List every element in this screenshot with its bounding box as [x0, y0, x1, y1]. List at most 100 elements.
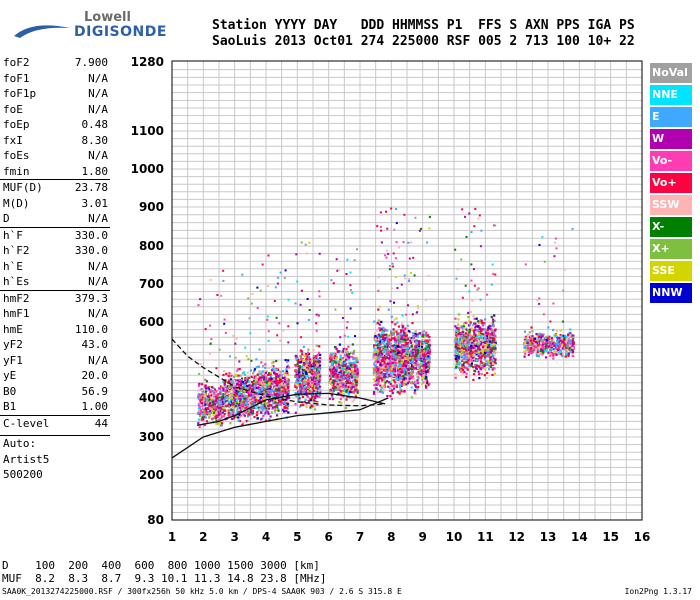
echo-point [405, 349, 408, 352]
echo-point [235, 396, 238, 399]
echo-point [409, 361, 412, 364]
echo-point [341, 369, 344, 373]
echo-point [254, 384, 257, 387]
echo-point [302, 359, 305, 362]
echo-point [310, 404, 313, 407]
echo-point [298, 366, 301, 369]
echo-point [197, 396, 200, 399]
echo-point [411, 338, 414, 341]
echo-point [405, 351, 408, 354]
echo-point [465, 372, 468, 375]
echo-point [384, 369, 387, 372]
echo-point [410, 373, 413, 376]
echo-point [419, 357, 423, 360]
echo-point [387, 366, 390, 369]
echo-point [278, 403, 281, 406]
echo-point [342, 380, 345, 383]
echo-point [267, 412, 270, 415]
echo-point [224, 390, 227, 393]
echo-point [411, 343, 414, 347]
echo-point [309, 399, 312, 402]
echo-point [345, 374, 348, 377]
echo-point [296, 360, 299, 363]
echo-point [246, 378, 249, 381]
echo-point [209, 409, 212, 412]
echo-point [242, 382, 245, 385]
echo-point [268, 382, 271, 385]
echo-point [265, 407, 268, 410]
echo-point [468, 331, 471, 334]
echo-point [384, 352, 387, 355]
echo-point [314, 377, 318, 380]
echo-point [230, 408, 233, 411]
echo-point [219, 406, 222, 409]
echo-point [312, 399, 315, 402]
echo-point [403, 337, 406, 340]
echo-point [388, 335, 391, 338]
echo-point [392, 328, 395, 331]
echo-point [198, 382, 201, 385]
echo-point [331, 381, 334, 384]
echo-point [346, 380, 349, 383]
echo-point [239, 380, 242, 383]
echo-point [466, 333, 469, 336]
echo-point [295, 384, 298, 387]
echo-point [282, 329, 285, 332]
echo-point [199, 394, 202, 397]
echo-point [268, 418, 271, 421]
echo-point [251, 399, 254, 402]
echo-point [209, 279, 212, 281]
echo-point [390, 333, 393, 337]
echo-point [309, 379, 312, 382]
echo-point [398, 360, 401, 363]
echo-point [251, 385, 254, 388]
echo-point [218, 413, 221, 416]
echo-point [338, 387, 341, 390]
echo-point [296, 394, 299, 397]
echo-point [257, 380, 260, 383]
echo-point [345, 390, 348, 393]
echo-point [328, 397, 331, 400]
echo-point [203, 406, 206, 409]
echo-point [400, 375, 403, 378]
echo-point [410, 364, 413, 367]
echo-point [462, 359, 466, 363]
echo-point [255, 377, 258, 380]
echo-point [408, 257, 411, 260]
echo-point [469, 321, 472, 324]
echo-point [339, 371, 342, 374]
echo-point [284, 359, 287, 362]
echo-point [294, 382, 297, 385]
echo-point [425, 370, 428, 373]
echo-point [308, 360, 312, 363]
echo-point [390, 397, 393, 401]
echo-point [277, 376, 280, 379]
echo-point [410, 353, 413, 356]
echo-point [487, 346, 490, 349]
echo-point [413, 334, 416, 337]
echo-point [413, 346, 416, 349]
echo-point [209, 415, 212, 418]
echo-point [284, 388, 288, 391]
echo-point [480, 329, 483, 333]
echo-point [405, 346, 408, 349]
echo-point [414, 362, 417, 365]
echo-point [232, 408, 235, 411]
echo-point [454, 373, 457, 376]
echo-point [393, 318, 396, 321]
echo-point [210, 394, 213, 397]
echo-point [295, 357, 298, 360]
echo-point [199, 363, 202, 366]
echo-point [310, 369, 314, 372]
echo-point [351, 355, 354, 359]
echo-point [373, 351, 376, 354]
echo-point [378, 323, 381, 326]
echo-point [228, 400, 231, 403]
echo-point [414, 367, 417, 370]
echo-point [271, 367, 274, 370]
echo-point [394, 257, 397, 260]
echo-point [356, 375, 359, 378]
echo-point [416, 381, 419, 384]
echo-point [399, 334, 402, 337]
echo-point [201, 402, 204, 405]
